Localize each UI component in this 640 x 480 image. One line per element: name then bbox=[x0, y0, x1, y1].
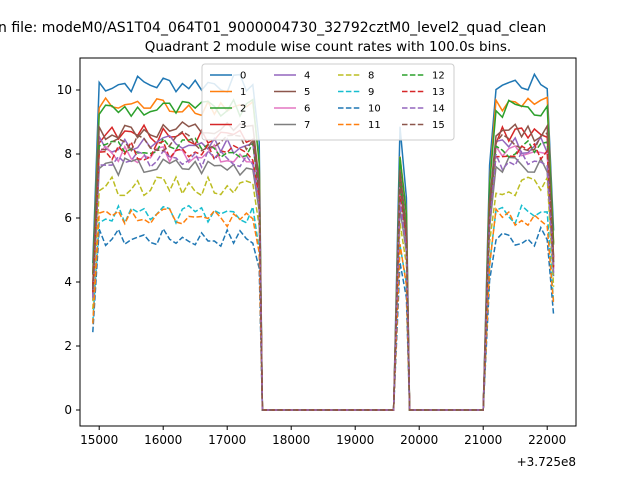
axes-frame bbox=[79, 57, 577, 427]
series-line-12 bbox=[92, 137, 555, 411]
y-tick-label: 0 bbox=[64, 403, 72, 417]
y-tick-label: 2 bbox=[64, 339, 72, 353]
legend-label-3: 3 bbox=[240, 120, 246, 131]
x-tick-label: 19000 bbox=[336, 433, 374, 447]
legend-label-15: 15 bbox=[432, 120, 445, 131]
x-offset-label: +3.725e8 bbox=[517, 455, 576, 469]
series-line-15 bbox=[92, 130, 555, 411]
legend-label-4: 4 bbox=[304, 71, 310, 82]
x-tick-label: 20000 bbox=[400, 433, 438, 447]
chart-title: Quadrant 2 module wise count rates with … bbox=[145, 39, 511, 55]
y-tick-label: 6 bbox=[64, 211, 72, 225]
y-tick-label: 10 bbox=[57, 83, 72, 97]
legend-label-14: 14 bbox=[432, 104, 445, 115]
x-tick-label: 17000 bbox=[208, 433, 246, 447]
legend-label-11: 11 bbox=[368, 120, 381, 131]
x-tick-label: 16000 bbox=[144, 433, 182, 447]
chart-suptitle: n file: modeM0/AS1T04_064T01_9000004730_… bbox=[0, 20, 546, 36]
x-tick-label: 21000 bbox=[464, 433, 502, 447]
legend-label-0: 0 bbox=[240, 71, 246, 82]
legend-label-5: 5 bbox=[304, 87, 310, 98]
legend-label-13: 13 bbox=[432, 87, 445, 98]
y-tick-label: 4 bbox=[64, 275, 72, 289]
legend-label-9: 9 bbox=[368, 87, 374, 98]
axis-ticks: 15000 16000 17000 18000 19000 20000 21000 22000… bbox=[57, 83, 567, 447]
legend-label-8: 8 bbox=[368, 71, 374, 82]
x-tick-label: 18000 bbox=[272, 433, 310, 447]
legend-label-12: 12 bbox=[432, 71, 445, 82]
y-tick-label: 8 bbox=[64, 147, 72, 161]
legend-label-6: 6 bbox=[304, 104, 310, 115]
legend-label-10: 10 bbox=[368, 104, 381, 115]
legend-label-7: 7 bbox=[304, 120, 310, 131]
x-tick-label: 15000 bbox=[80, 433, 118, 447]
x-tick-label: 22000 bbox=[528, 433, 566, 447]
plot-area bbox=[92, 72, 555, 411]
legend-label-2: 2 bbox=[240, 104, 246, 115]
legend-label-1: 1 bbox=[240, 87, 246, 98]
legend-box bbox=[201, 63, 455, 141]
